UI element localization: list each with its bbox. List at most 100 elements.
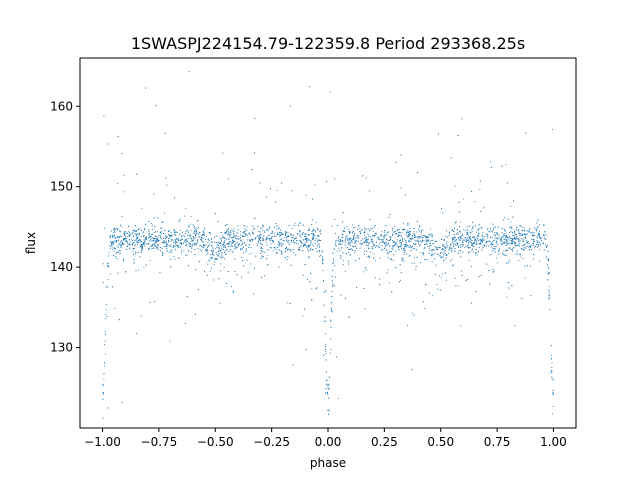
data-point (308, 257, 310, 259)
data-point (465, 238, 467, 240)
data-point (318, 250, 321, 253)
data-point (105, 353, 107, 355)
data-point (537, 243, 539, 246)
data-point (250, 234, 252, 236)
data-point (469, 238, 471, 240)
data-point (398, 281, 401, 283)
data-point (376, 237, 378, 239)
data-point (265, 258, 268, 260)
data-point (342, 234, 344, 236)
data-point (384, 235, 386, 237)
data-point (416, 220, 418, 222)
data-point (346, 226, 348, 228)
data-point (201, 245, 203, 247)
data-point (200, 238, 202, 240)
data-point (470, 265, 473, 268)
data-point (552, 392, 554, 394)
data-point (478, 235, 480, 237)
data-point (464, 246, 466, 249)
data-point (139, 241, 141, 243)
data-point (387, 269, 389, 271)
data-point (195, 269, 197, 271)
data-point (292, 249, 294, 251)
data-point (482, 237, 484, 239)
data-point (413, 314, 415, 316)
data-point (422, 229, 424, 231)
data-point (277, 244, 279, 246)
data-point (164, 234, 167, 236)
data-point (504, 254, 506, 256)
data-point (526, 241, 528, 244)
data-point (395, 233, 398, 235)
data-point (399, 239, 401, 241)
data-point (174, 233, 176, 235)
data-point (423, 234, 425, 236)
data-point (478, 232, 480, 234)
data-point (311, 232, 313, 235)
data-point (262, 237, 264, 239)
data-point (118, 243, 120, 245)
data-point (325, 290, 327, 292)
data-point (418, 230, 420, 232)
data-point (512, 239, 514, 241)
data-point (514, 238, 516, 240)
data-point (382, 241, 384, 243)
data-point (417, 243, 420, 245)
data-point (287, 256, 289, 258)
data-point (504, 242, 506, 244)
data-point (515, 229, 517, 231)
data-point (284, 251, 287, 253)
data-point (525, 132, 527, 134)
data-point (506, 262, 508, 264)
data-point (307, 234, 309, 236)
data-point (168, 245, 170, 247)
data-point (258, 230, 260, 232)
data-point (348, 242, 350, 244)
data-point (351, 232, 353, 234)
data-point (424, 259, 426, 261)
data-point (439, 252, 441, 254)
data-point (260, 237, 262, 239)
data-point (115, 255, 117, 258)
data-point (458, 201, 460, 203)
data-point (435, 247, 437, 249)
data-point (132, 248, 134, 250)
data-point (540, 236, 542, 239)
data-point (144, 227, 146, 229)
data-point (480, 241, 482, 243)
data-point (115, 237, 117, 239)
data-point (156, 240, 158, 243)
data-point (418, 228, 420, 230)
data-point (358, 224, 360, 226)
data-point (137, 236, 139, 238)
data-point (505, 244, 507, 247)
data-point (445, 254, 448, 256)
data-point (488, 230, 490, 232)
data-point (455, 240, 457, 242)
data-point (104, 340, 106, 342)
data-point (135, 231, 137, 233)
data-point (221, 237, 224, 239)
data-point (168, 230, 170, 232)
data-point (349, 254, 351, 256)
data-point (305, 194, 307, 196)
data-point (216, 235, 218, 237)
data-point (269, 188, 272, 190)
data-point (511, 227, 513, 230)
data-point (212, 247, 214, 249)
data-point (116, 229, 119, 231)
data-point (295, 254, 297, 256)
data-point (276, 228, 278, 230)
data-point (144, 245, 146, 247)
data-point (473, 242, 475, 244)
data-point (248, 246, 250, 248)
data-point (409, 245, 412, 247)
data-point (305, 349, 307, 351)
data-point (381, 249, 383, 251)
data-point (243, 235, 245, 238)
data-point (539, 243, 541, 245)
data-point (521, 235, 523, 237)
y-tick-label: 150 (50, 180, 73, 194)
data-point (134, 240, 136, 242)
data-point (501, 240, 503, 242)
